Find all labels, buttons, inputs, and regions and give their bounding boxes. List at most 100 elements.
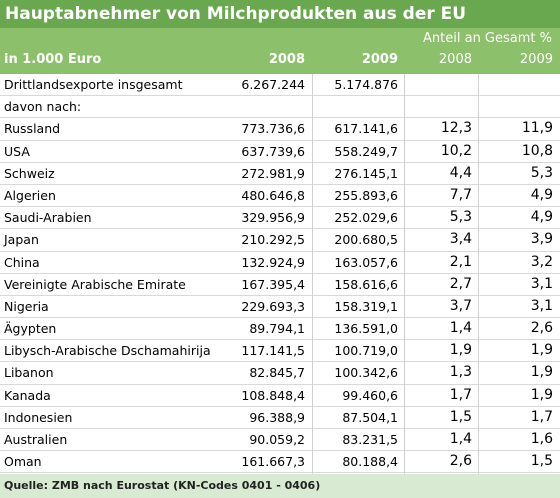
cell-value: 158.319,1 [334,298,398,314]
cell-value: 1,5 [449,408,472,425]
cell-value: 100.342,6 [334,365,398,381]
cell-value: 1,9 [449,342,472,359]
title: Hauptabnehmer von Milchprodukten aus der… [0,0,560,28]
cell-value: 1,5 [530,453,553,470]
row-label: Vereinigte Arabische Emirate [4,276,186,292]
cell-value: 90.059,2 [249,432,305,447]
cell-value: 1,3 [449,364,472,381]
cell-value: 89.794,1 [249,321,305,337]
column-header: 2009 [361,52,398,67]
cell-value: 2,6 [449,453,472,470]
cell-value: 255.893,6 [334,187,398,203]
row-label: Oman [4,454,42,470]
cell-value: 87.504,1 [342,409,398,425]
table-row: China 132.924,9 163.057,6 2,1 3,2 [0,252,560,274]
table-row: USA 637.739,6 558.249,7 10,2 10,8 [0,141,560,163]
table-row: Vereinigte Arabische Emirate 167.395,4 158… [0,274,560,296]
cell-value: 1,9 [530,342,553,359]
source-note: Quelle: ZMB nach Eurostat (KN-Codes 0401… [0,474,560,498]
cell-value: 2,6 [530,320,553,337]
cell-value: 210.292,5 [241,232,305,248]
cell-value: 276.145,1 [334,165,398,181]
row-label: Drittlandsexporte insgesamt [4,77,183,92]
table-header: Anteil an Gesamt % in 1.000 Euro 2008 2009… [0,28,560,74]
cell-value: 163.057,6 [334,254,398,270]
cell-value: 136.591,0 [334,321,398,337]
cell-value: 252.029,6 [334,210,398,226]
row-label: Algerien [4,187,56,203]
cell-value: 1,7 [530,408,553,425]
row-label: davon nach: [4,99,82,115]
cell-value: 3,7 [449,297,472,314]
table-row: Drittlandsexporte insgesamt 6.267.244 5.17… [0,74,560,97]
column-divider [478,74,479,474]
row-label: Schweiz [4,165,55,181]
column-header: 2008 [268,52,305,67]
cell-value: 96.388,9 [249,409,305,425]
cell-value: 3,1 [530,297,553,314]
table-row: Libanon 82.845,7 100.342,6 1,3 1,9 [0,362,560,385]
cell-value: 10,8 [521,142,553,159]
row-label: China [4,254,40,270]
row-label: Libysch-Arabische Dschamahirija [4,343,211,359]
column-divider [404,74,405,474]
cell-value: 2,1 [449,253,472,270]
table-row: Ägypten 89.794,1 136.591,0 1,4 2,6 [0,318,560,341]
cell-value: 558.249,7 [334,143,398,159]
cell-value: 108.848,4 [241,387,305,403]
cell-value: 5,3 [449,209,472,226]
table-row: Australien 90.059,2 83.231,5 1,4 1,6 [0,429,560,452]
cell-value: 3,4 [449,231,472,248]
table-row: Saudi-Arabien 329.956,9 252.029,6 5,3 4,9 [0,207,560,230]
cell-value: 12,3 [440,120,472,137]
cell-value: 5,3 [530,164,553,181]
cell-value: 161.667,3 [241,454,305,470]
table-row: Kanada 108.848,4 99.460,6 1,7 1,9 [0,385,560,407]
column-divider [312,74,313,474]
table-row: davon nach: [0,96,560,119]
cell-value: 5.174.876 [334,77,398,92]
cell-value: 4,9 [530,186,553,203]
row-label: Saudi-Arabien [4,210,92,226]
cell-value: 272.981,9 [241,165,305,181]
row-label: Nigeria [4,298,49,314]
cell-value: 80.188,4 [342,454,398,470]
cell-value: 480.646,8 [241,187,305,203]
cell-value: 1,4 [449,320,472,337]
table-row: Algerien 480.646,8 255.893,6 7,7 4,9 [0,185,560,208]
table-row: Oman 161.667,3 80.188,4 2,6 1,5 [0,451,560,474]
table-body: Drittlandsexporte insgesamt 6.267.244 5.17… [0,74,560,474]
column-header: in 1.000 Euro [4,52,102,67]
row-label: Kanada [4,387,51,403]
cell-value: 1,9 [530,364,553,381]
row-label: Russland [4,121,61,137]
table-row: Indonesien 96.388,9 87.504,1 1,5 1,7 [0,407,560,429]
cell-value: 3,1 [530,275,553,292]
table-row: Russland 773.736,6 617.141,6 12,3 11,9 [0,118,560,141]
row-label: Libanon [4,365,54,381]
row-label: Ägypten [4,321,57,337]
cell-value: 2,7 [449,275,472,292]
cell-value: 4,4 [449,164,472,181]
group-header: Anteil an Gesamt % [423,31,552,46]
table-row: Libysch-Arabische Dschamahirija 117.141,5… [0,340,560,363]
cell-value: 82.845,7 [249,365,305,381]
cell-value: 117.141,5 [241,343,305,359]
cell-value: 200.680,5 [334,232,398,248]
cell-value: 100.719,0 [334,343,398,359]
cell-value: 4,9 [530,209,553,226]
cell-value: 1,4 [449,431,472,447]
cell-value: 3,2 [530,253,553,270]
cell-value: 83.231,5 [342,432,398,447]
cell-value: 1,9 [530,386,553,403]
cell-value: 637.739,6 [241,143,305,159]
cell-value: 6.267.244 [241,77,305,92]
cell-value: 11,9 [521,120,553,137]
cell-value: 167.395,4 [241,276,305,292]
cell-value: 329.956,9 [241,210,305,226]
row-label: Japan [4,232,39,248]
cell-value: 773.736,6 [241,121,305,137]
cell-value: 158.616,6 [334,276,398,292]
cell-value: 3,9 [530,231,553,248]
